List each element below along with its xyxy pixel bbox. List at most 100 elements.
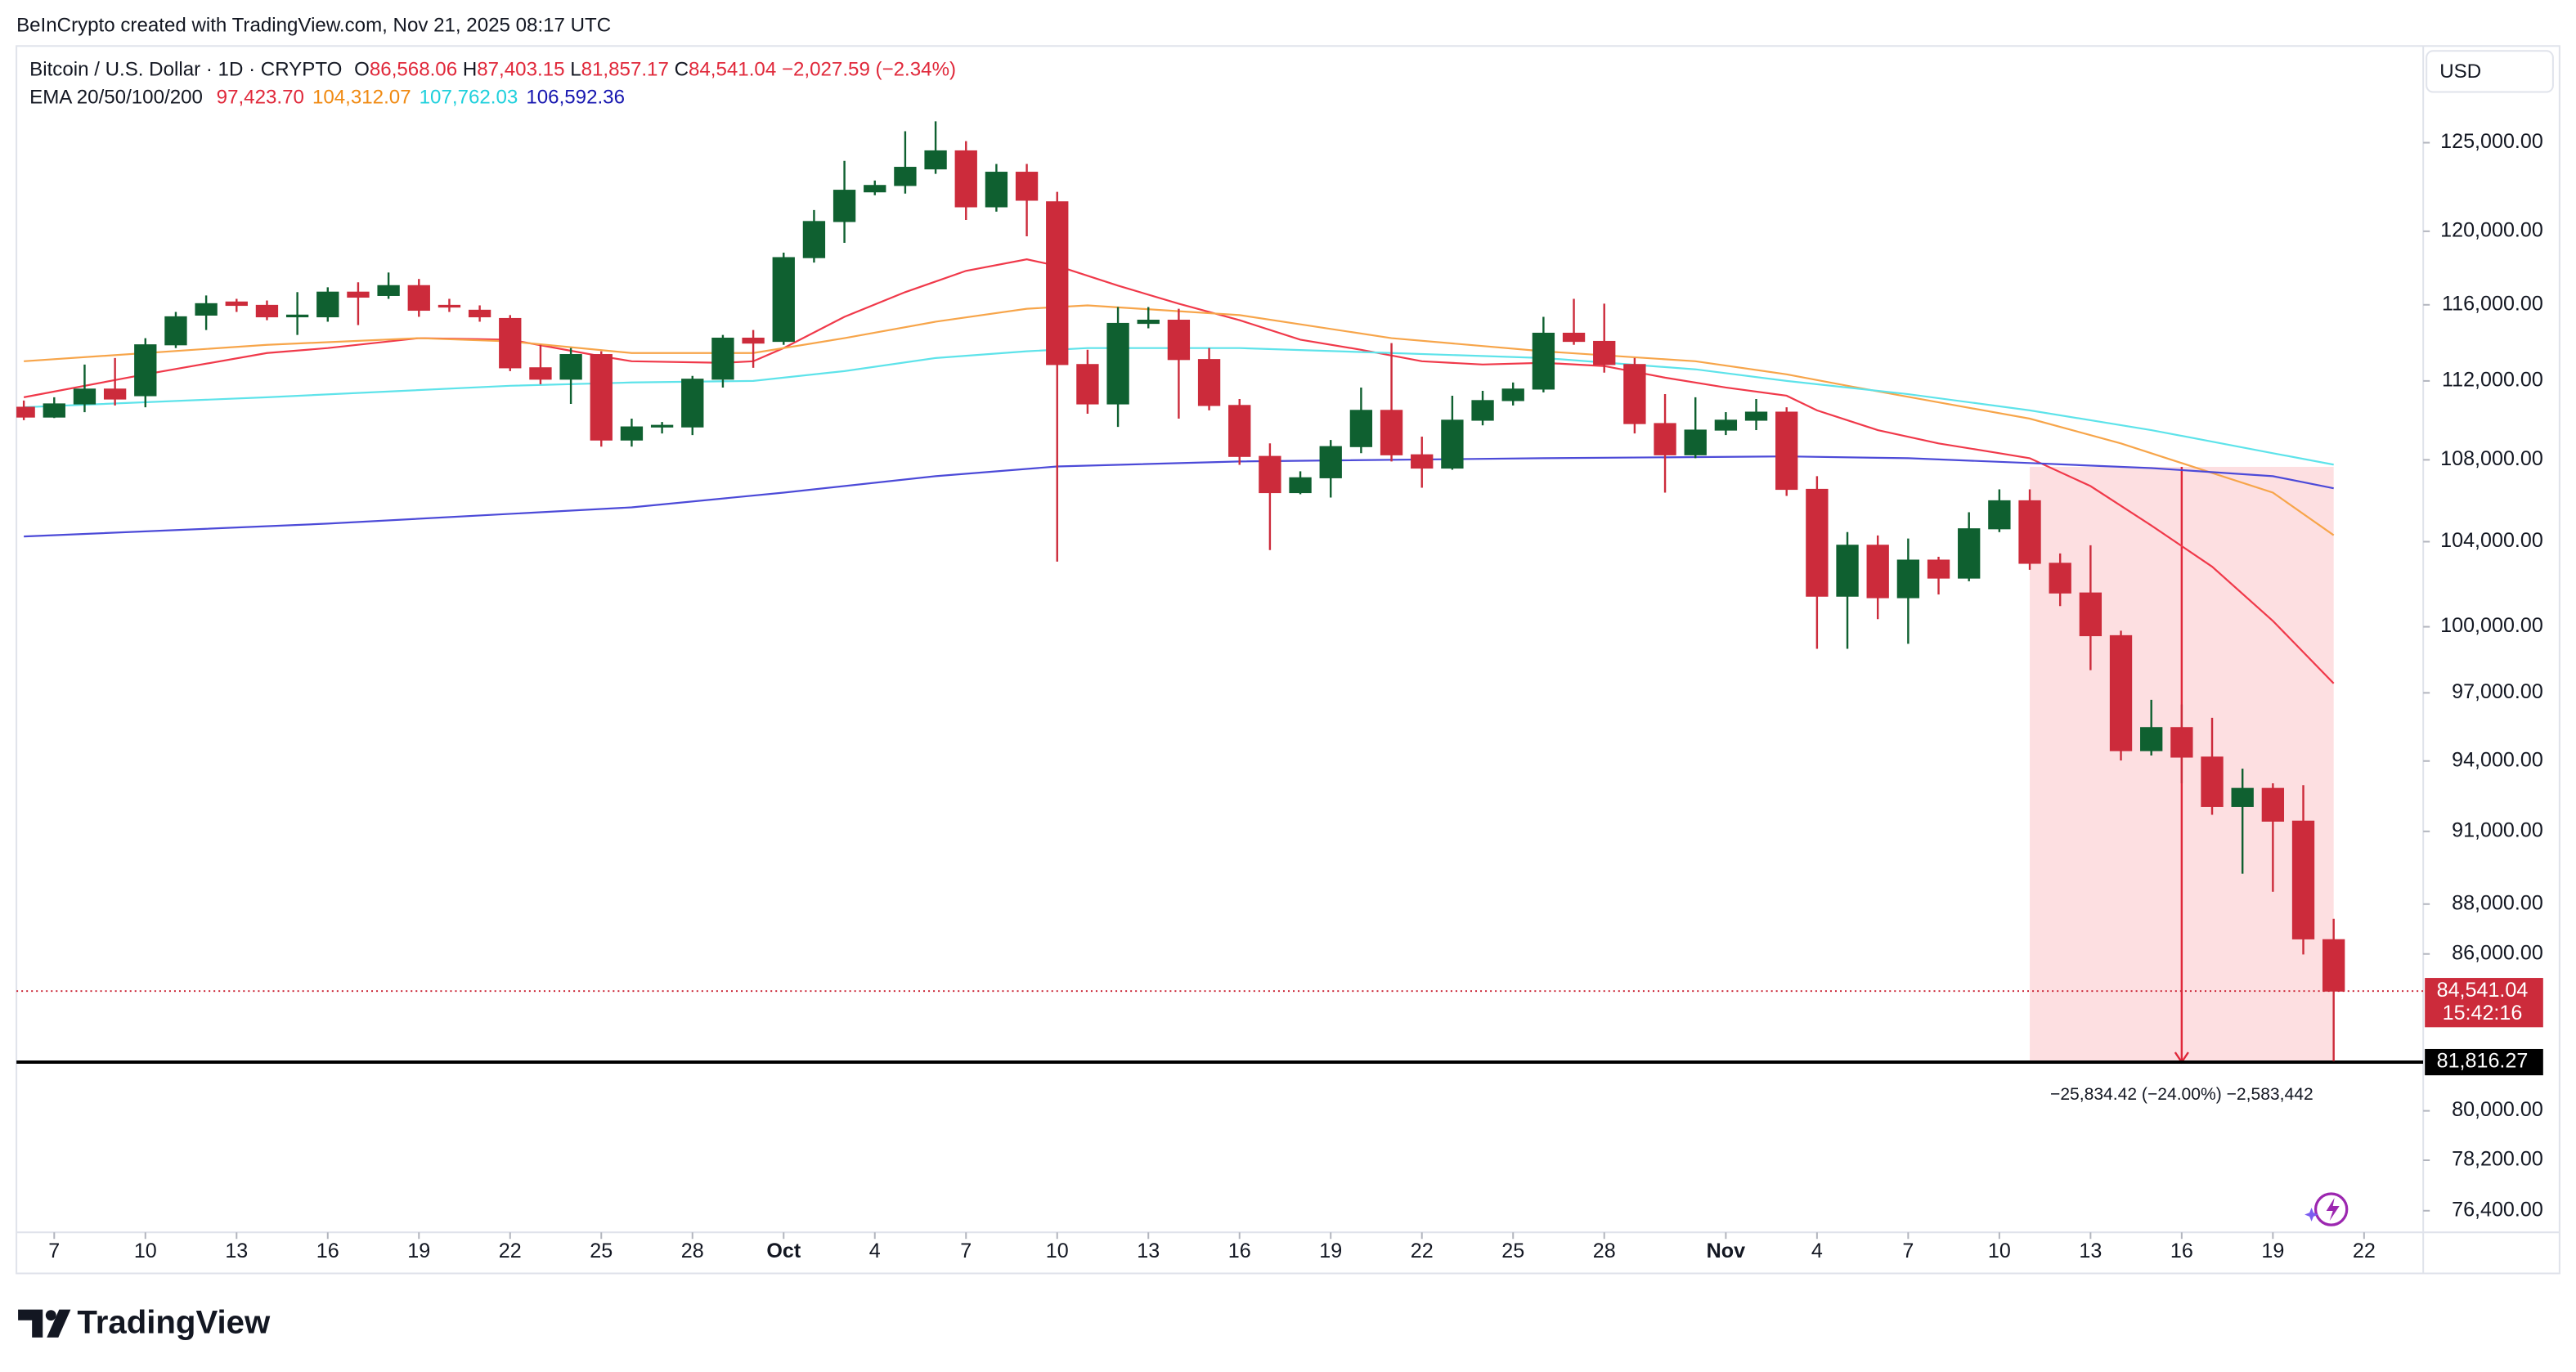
ohlc-value: 87,403.15 [477,59,564,81]
candle-body [1076,364,1099,405]
ohlc-key: L [570,59,581,81]
y-tick-label: 100,000.00 [2440,614,2543,637]
candle-body [16,406,35,418]
snapshot-icon[interactable] [2304,1192,2349,1226]
ema-value: 104,312.07 [312,87,411,109]
y-tick-label: 112,000.00 [2442,369,2543,392]
level-label: 81,816.27 [2437,1050,2529,1073]
x-tick-label: 10 [134,1240,157,1262]
candle-body [1836,545,1859,597]
candle-body [1015,172,1039,201]
x-tick-label: 19 [407,1240,430,1262]
candle-body [1593,340,1616,365]
candle-body [255,304,279,318]
x-tick-label: 16 [2170,1240,2193,1262]
candle-body [1806,488,1829,597]
x-tick-label: 7 [48,1240,60,1262]
icon-sparkle [2304,1208,2318,1222]
candle-body [1988,500,2011,530]
candle-body [43,403,65,418]
x-tick-label: Oct [766,1240,801,1262]
candle-body [2109,634,2133,751]
ohlc-key: H [463,59,477,81]
candle-body [864,185,886,193]
candle-body [2049,563,2071,594]
candle-body [2018,500,2041,564]
candle-body [134,344,157,397]
x-tick-label: 4 [869,1240,881,1262]
candle-body [1501,388,1524,401]
ema-value: 97,423.70 [217,87,304,109]
candle-body [681,379,704,428]
candle-body [924,150,947,170]
ohlc-value: 86,568.06 [370,59,457,81]
indicator: EMA 20/50/100/200 [29,87,203,109]
candle-body [2079,592,2103,637]
logo-mark [18,1309,43,1338]
ema-value: 107,762.03 [420,87,518,109]
x-tick-label: 16 [316,1240,339,1262]
x-tick-label: 25 [1501,1240,1524,1262]
candle-body [894,167,917,186]
x-tick-label: 10 [1988,1240,2011,1262]
logo-dot [45,1310,56,1321]
candle-body [832,190,856,222]
measure-label: −25,834.42 (−24.00%) −2,583,442 [2050,1085,2313,1104]
candle-body [103,388,127,400]
candle-body [1896,559,1920,599]
candle-body [316,291,339,318]
candle-body [1744,411,1768,421]
candle-body [1654,423,1676,455]
candle-body [1197,359,1221,406]
x-tick-label: 22 [2353,1240,2376,1262]
ema-line [24,347,2334,466]
x-tick-label: 13 [2079,1240,2102,1262]
last-price-box [2425,978,2543,1028]
credit: BeInCrypto created with TradingView.com,… [16,15,611,37]
candle-body [438,304,461,308]
x-tick-label: 28 [1593,1240,1616,1262]
x-tick-label: 13 [1137,1240,1160,1262]
candle-body [2140,727,2163,751]
x-tick-label: 7 [960,1240,972,1262]
plot-pane: −25,834.42 (−24.00%) −2,583,442 [16,121,2424,1104]
y-tick-label: 125,000.00 [2440,130,2543,153]
candle-body [802,221,826,258]
candle-body [1958,528,1981,579]
candle-body [590,354,613,441]
candle-body [285,314,309,318]
logo-slash [47,1309,71,1338]
candle-body [2322,939,2345,992]
candle-body [499,317,522,369]
legend-ohlc: Bitcoin / U.S. Dollar · 1D · CRYPTO O86,… [29,59,956,81]
y-tick-label: 94,000.00 [2452,748,2543,771]
candle-body [1289,477,1312,494]
candle-body [347,291,370,298]
candle-body [1532,332,1555,390]
candle-body [377,285,400,296]
y-tick-label: 80,000.00 [2452,1098,2543,1121]
candle-body [1106,322,1129,405]
axes: 125,000.00 120,000.00 116,000.00 112,000.00… [48,130,2543,1262]
candle-body [73,388,96,405]
y-tick-label: 116,000.00 [2442,292,2543,315]
currency-button[interactable] [2426,50,2554,93]
x-tick-label: 16 [1228,1240,1251,1262]
candle-body [1684,429,1707,455]
candle-body [2201,756,2224,807]
candle-body [620,426,644,441]
last-price-label: 84,541.04 [2437,979,2529,1002]
currency[interactable]: USD [2439,61,2481,83]
countdown: 15:42:16 [2443,1002,2523,1025]
candle-body [1562,332,1586,343]
candle-body [529,367,552,380]
candle-body [559,354,582,380]
y-tick-label: 120,000.00 [2440,218,2543,241]
candle-body [1411,454,1434,469]
candle-body [1137,320,1160,325]
candle-body [985,172,1008,208]
brand-name: TradingView [77,1303,271,1340]
y-tick-label: 104,000.00 [2440,529,2543,552]
